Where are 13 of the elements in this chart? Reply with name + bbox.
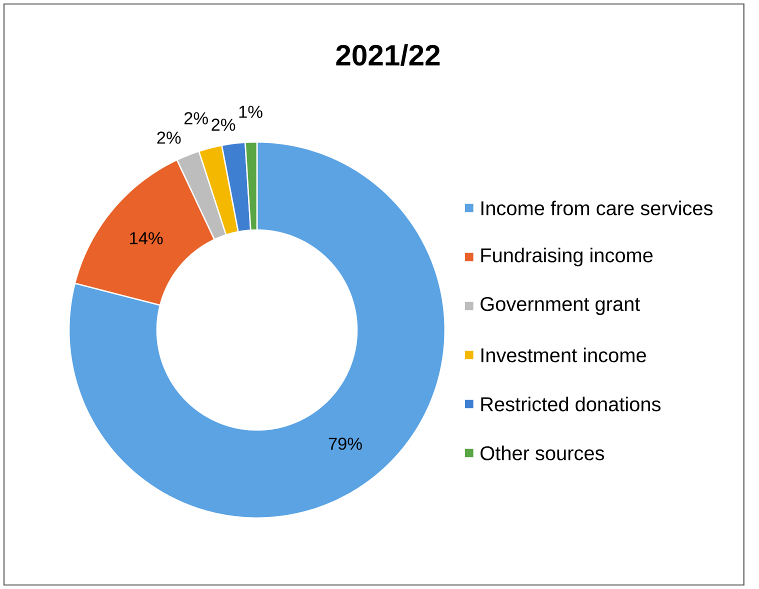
legend-label: Investment income <box>481 348 646 362</box>
data-label: 79% <box>328 438 362 450</box>
data-label: 14% <box>130 232 163 244</box>
legend-label: Other sources <box>480 446 604 460</box>
legend-label: Government grant <box>480 296 640 316</box>
data-label: 2% <box>157 132 181 144</box>
data-label: 2% <box>212 118 236 131</box>
legend-label: Fundraising income <box>481 248 653 266</box>
chart-title: 2021/22 <box>336 44 440 66</box>
legend-label: Income from care services <box>481 200 713 216</box>
legend-label: Restricted donations <box>481 396 661 412</box>
data-label: 1% <box>239 106 262 118</box>
data-label: 2% <box>184 112 208 124</box>
